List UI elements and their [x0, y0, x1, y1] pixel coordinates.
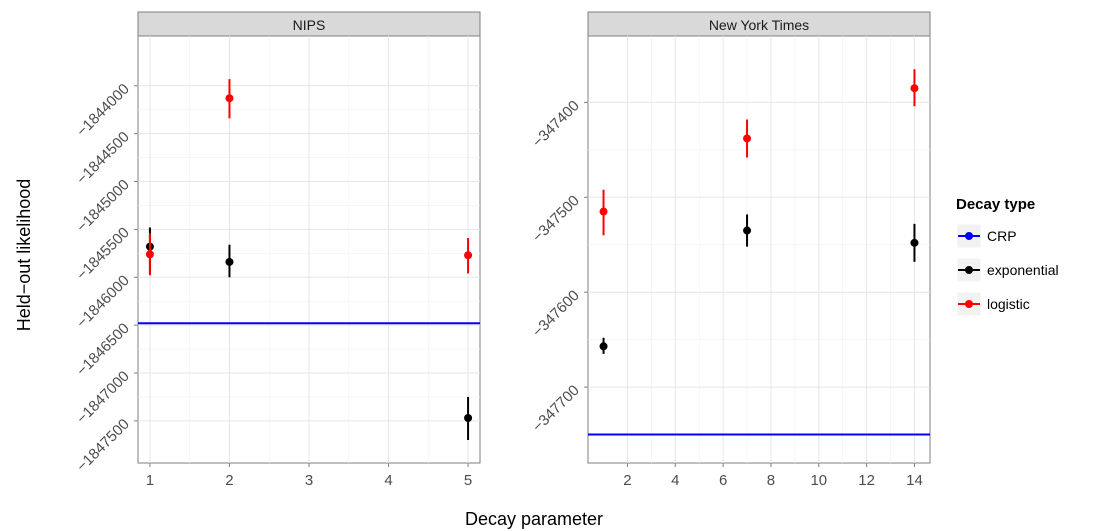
x-tick-label: 6: [719, 472, 727, 489]
legend-entry-crp: CRP: [956, 223, 1017, 249]
data-point: [910, 69, 919, 107]
x-tick-label: 4: [671, 472, 679, 489]
legend-key-marker: [965, 300, 973, 308]
legend-key-marker: [965, 266, 973, 274]
point-marker: [743, 226, 752, 235]
point-marker: [225, 257, 234, 266]
x-tick-label: 5: [464, 472, 472, 489]
facet-strip: [587, 11, 931, 37]
data-point: [225, 79, 234, 119]
facet-strip-label: NIPS: [293, 17, 326, 33]
point-marker: [464, 414, 473, 423]
legend-title: Decay type: [956, 196, 1035, 213]
legend-label: logistic: [987, 296, 1030, 312]
y-tick-label: −347600: [529, 287, 583, 341]
legend-entry-exponential: exponential: [956, 257, 1059, 283]
data-point: [599, 189, 608, 236]
point-marker: [464, 251, 473, 260]
panel-background: [587, 35, 931, 464]
data-point: [599, 337, 608, 354]
data-point: [145, 233, 154, 276]
panel-2: New York Times 2 4 6 8 10 12 14 −347400 −347500 −3…: [529, 11, 931, 489]
point-marker: [145, 250, 154, 259]
point-marker: [599, 342, 608, 351]
data-point: [464, 396, 473, 441]
y-tick-label: −1844000: [73, 81, 133, 141]
series-exponential: [145, 227, 473, 441]
x-tick-label: 3: [305, 472, 313, 489]
legend-label: exponential: [987, 262, 1059, 278]
legend-label: CRP: [987, 228, 1017, 244]
facet-strip: [137, 11, 481, 37]
point-marker: [599, 207, 608, 216]
point-marker: [910, 84, 919, 93]
y-tick-label: −347500: [529, 192, 583, 246]
legend-key-marker: [965, 232, 973, 240]
x-tick-label: 2: [225, 472, 233, 489]
data-point: [910, 223, 919, 262]
x-tick-label: 12: [858, 472, 875, 489]
y-axis-title: Held−out likelihood: [14, 179, 34, 332]
y-tick-label: −347400: [529, 97, 583, 151]
data-point: [225, 244, 234, 278]
series-logistic: [599, 69, 919, 236]
point-marker: [743, 134, 752, 143]
x-tick-label: 2: [623, 472, 631, 489]
point-marker: [910, 238, 919, 247]
data-point: [464, 238, 473, 274]
series-exponential: [599, 214, 919, 354]
legend: Decay type CRP exponential logistic: [956, 196, 1059, 317]
legend-entry-logistic: logistic: [956, 291, 1030, 317]
x-tick-label: 10: [810, 472, 827, 489]
x-tick-label: 4: [384, 472, 392, 489]
point-marker: [225, 94, 234, 103]
gridlines: [138, 36, 480, 463]
y-tick-label: −347700: [529, 382, 583, 436]
data-point: [743, 119, 752, 158]
facet-strip-label: New York Times: [709, 17, 809, 33]
x-axis-title: Decay parameter: [465, 509, 603, 529]
data-point: [743, 214, 752, 247]
x-tick-label: 1: [146, 472, 154, 489]
series-logistic: [145, 79, 473, 276]
gridlines: [588, 36, 930, 463]
x-tick-label: 14: [906, 472, 923, 489]
x-tick-label: 8: [767, 472, 775, 489]
